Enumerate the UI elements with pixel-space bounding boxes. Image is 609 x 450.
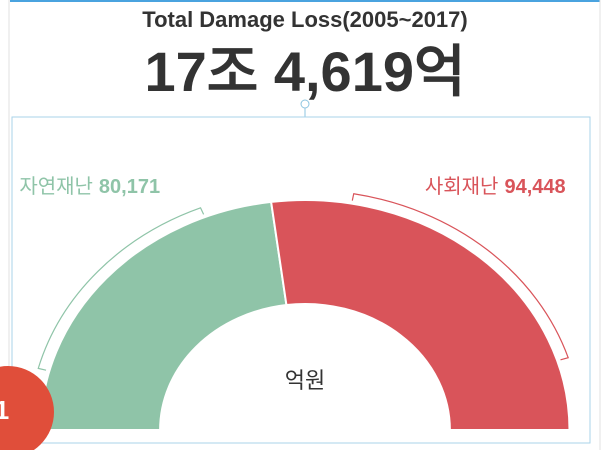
label-bracket xyxy=(351,193,569,361)
segment-label: 자연재난 80,171 xyxy=(19,175,160,198)
segment-value: 80,171 xyxy=(99,176,160,198)
segment-value: 94,448 xyxy=(504,176,565,198)
badge xyxy=(0,366,54,450)
badge-label: 1 xyxy=(0,395,9,425)
total-value: 17조 4,619억 xyxy=(144,40,465,103)
plot: 자연재난 80,171 사회재난 94,448 xyxy=(19,175,571,431)
segment-label: 사회재난 94,448 xyxy=(425,175,566,198)
segment-name: 자연재난 xyxy=(19,175,93,198)
label-bracket xyxy=(37,207,205,371)
segment-name: 사회재난 xyxy=(425,175,499,198)
center-label: 억원 xyxy=(285,368,325,393)
segment xyxy=(39,200,288,431)
connector-handle xyxy=(300,99,310,109)
chart-frame xyxy=(11,116,591,444)
chart-title: Total Damage Loss(2005~2017) xyxy=(142,7,467,32)
segment xyxy=(269,199,571,431)
